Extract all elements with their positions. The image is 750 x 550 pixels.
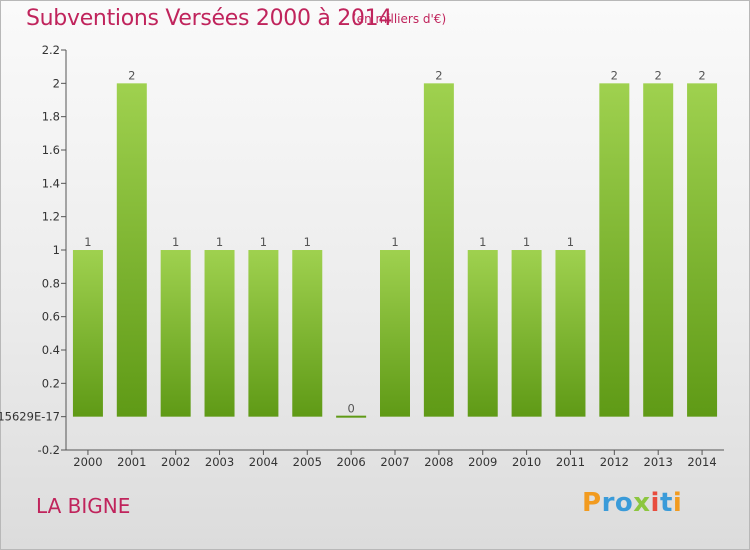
chart-unit: (en milliers d'€) [352,12,447,26]
x-tick-label: 2013 [644,455,673,469]
logo-letter: t [659,488,673,518]
bar [511,250,542,417]
y-tick-label: 1.8 [42,110,60,124]
logo-letter: i [650,488,660,518]
data-label: 2 [128,68,135,82]
x-tick-label: 2006 [336,455,365,469]
y-tick-label: -0.2 [38,443,60,457]
bar [292,250,323,417]
x-tick-label: 2005 [293,455,322,469]
x-tick-label: 2012 [600,455,629,469]
logo-letter: i [672,488,683,518]
x-tick-label: 2007 [380,455,409,469]
x-tick-label: 2014 [687,455,716,469]
bar [423,83,454,417]
bar [248,250,279,417]
x-tick-label: 2011 [556,455,585,469]
y-tick-label: 1.6 [42,143,60,157]
data-label: 1 [304,235,311,249]
x-tick-label: 2004 [249,455,278,469]
bar [687,83,718,417]
y-tick-label: 2.2 [42,43,60,57]
data-label: 2 [611,68,618,82]
x-tick-label: 2009 [468,455,497,469]
chart-title: Subventions Versées 2000 à 2014 [26,6,393,31]
x-tick-label: 2000 [73,455,102,469]
data-label: 1 [391,235,398,249]
logo-letter: r [601,488,615,518]
x-tick-label: 2003 [205,455,234,469]
bar [160,250,191,417]
x-tick-label: 2002 [161,455,190,469]
y-tick-label: 1.4 [42,176,60,190]
y-tick-label: 0.8 [42,276,60,290]
y-tick-label: 1 [53,243,60,257]
data-label: 1 [523,235,530,249]
proxiti-logo: Proxiti [582,488,682,518]
y-tick-label: 1.2 [42,210,60,224]
bar [599,83,630,417]
x-tick-label: 2010 [512,455,541,469]
data-label: 1 [84,235,91,249]
data-label: 1 [567,235,574,249]
logo-letter: P [582,488,602,518]
bar [72,250,103,417]
data-label: 1 [479,235,486,249]
place-name: LA BIGNE [36,494,131,518]
data-label: 1 [260,235,267,249]
bar [204,250,235,417]
bar [116,83,147,417]
logo-letter: o [614,488,634,518]
data-label: 0 [347,402,354,416]
data-label: 1 [216,235,223,249]
x-tick-label: 2008 [424,455,453,469]
data-label: 2 [655,68,662,82]
y-tick-label: -1.15629E-17 [0,410,60,424]
bar [467,250,498,417]
data-label: 2 [698,68,705,82]
data-label: 1 [172,235,179,249]
y-tick-label: 0.4 [42,343,60,357]
y-tick-label: 0.6 [42,310,60,324]
bar [336,415,367,418]
x-tick-label: 2001 [117,455,146,469]
y-tick-label: 0.2 [42,376,60,390]
y-tick-label: 2 [53,76,60,90]
logo-letter: x [633,488,651,518]
bar [643,83,674,417]
bar [555,250,586,417]
data-label: 2 [435,68,442,82]
bar [380,250,410,417]
